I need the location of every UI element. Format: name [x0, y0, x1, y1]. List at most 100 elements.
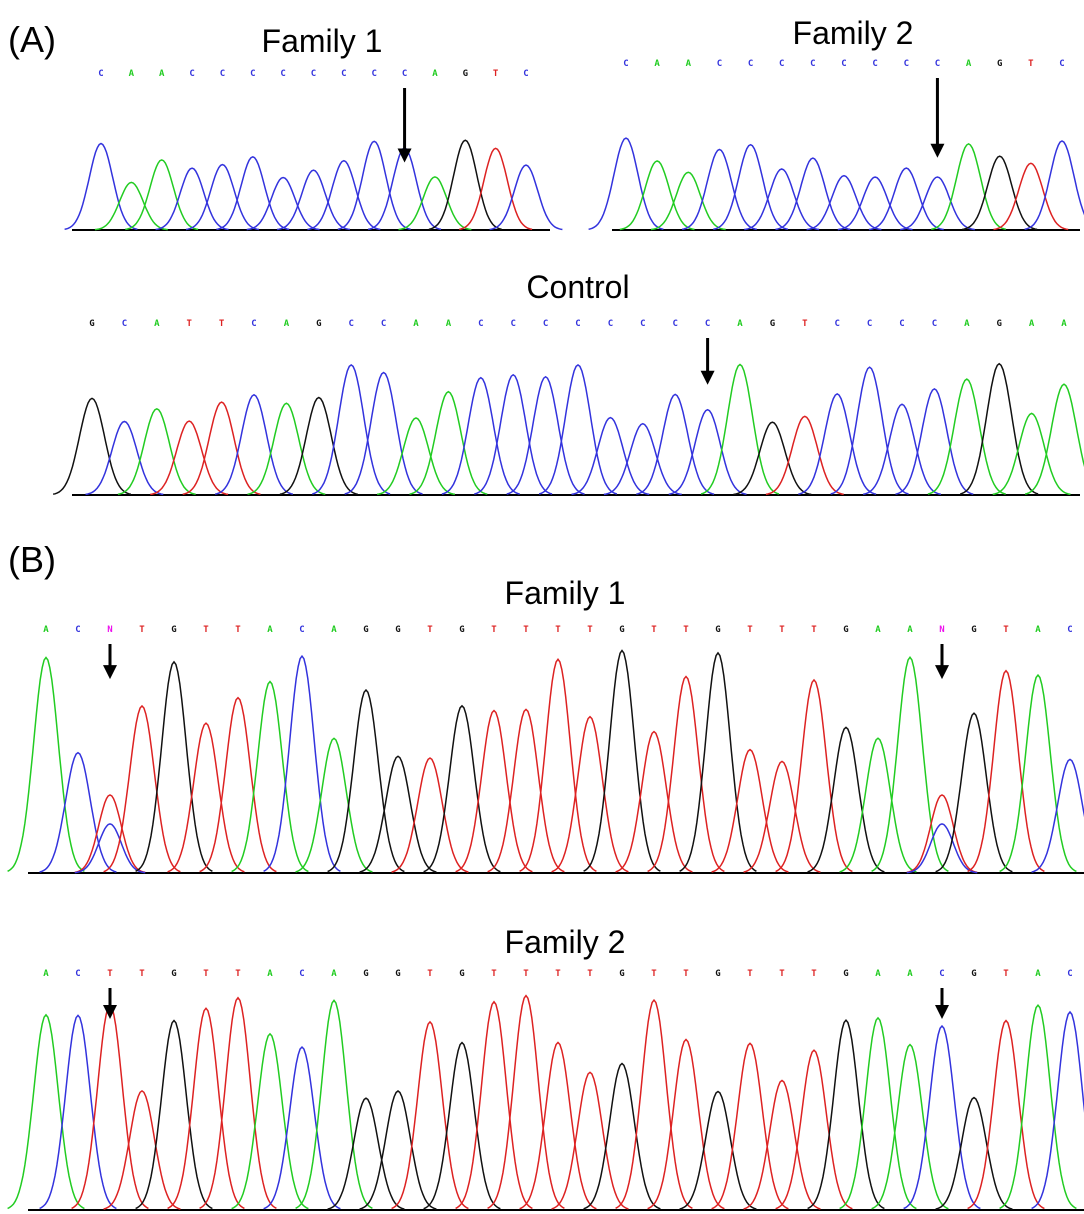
trace-peak	[604, 424, 682, 495]
base-call: C	[478, 319, 483, 329]
trace-peak	[264, 656, 341, 871]
base-call: T	[203, 969, 209, 979]
trace-peak	[807, 176, 882, 230]
trace-peak	[744, 761, 821, 872]
trace-peak	[328, 690, 405, 872]
base-call: C	[1059, 59, 1064, 69]
base-call: A	[875, 625, 881, 635]
trace-peak	[95, 182, 168, 229]
base-call: G	[843, 625, 848, 635]
base-call: C	[779, 59, 784, 69]
trace-peak	[1032, 1012, 1084, 1208]
base-call: C	[932, 319, 937, 329]
base-call: G	[171, 625, 176, 635]
base-call: T	[651, 969, 657, 979]
base-call: C	[939, 969, 944, 979]
base-call: T	[235, 969, 241, 979]
base-call: A	[284, 319, 290, 329]
base-call: T	[1003, 969, 1009, 979]
base-call: C	[299, 625, 304, 635]
base-call: C	[122, 319, 127, 329]
track-title: Family 2	[505, 924, 626, 960]
trace-peak	[936, 713, 1013, 872]
base-call: N	[107, 625, 112, 635]
trace-peak	[620, 161, 695, 230]
trace-peak	[456, 1002, 533, 1209]
base-call: A	[1029, 319, 1035, 329]
arrow-head	[935, 665, 949, 679]
panel-label: (B)	[8, 539, 56, 580]
arrow-head	[103, 665, 117, 679]
base-call: C	[872, 59, 877, 69]
base-call: A	[267, 625, 273, 635]
trace-peak	[328, 1098, 405, 1209]
trace-peak	[776, 1050, 853, 1209]
base-call: G	[715, 625, 720, 635]
trace-peak	[118, 409, 196, 495]
base-call: C	[510, 319, 515, 329]
base-call: A	[907, 625, 913, 635]
trace-peak	[307, 161, 380, 230]
base-call: C	[717, 59, 722, 69]
base-call: T	[811, 625, 817, 635]
base-call: G	[619, 625, 624, 635]
trace-peak	[552, 717, 629, 872]
trace-peak	[392, 758, 469, 872]
trace-peak	[838, 177, 913, 230]
base-call: T	[427, 969, 433, 979]
trace-peak	[507, 377, 585, 494]
trace-peak	[277, 170, 350, 229]
trace-peak	[1025, 141, 1084, 229]
base-call: C	[608, 319, 613, 329]
base-call: C	[280, 69, 285, 79]
trace-peak	[75, 795, 145, 872]
trace-peak	[968, 671, 1045, 872]
trace-peak	[993, 413, 1071, 494]
arrow-head	[935, 1005, 949, 1019]
trace-peak	[156, 168, 229, 229]
figure: (A) (B) Family 1 Family 2 Control Family…	[0, 0, 1084, 1214]
base-call: G	[89, 319, 94, 329]
trace-peak	[216, 157, 289, 230]
base-call: C	[935, 59, 940, 69]
base-call: A	[907, 969, 913, 979]
base-call: C	[899, 319, 904, 329]
trace-peak	[669, 410, 747, 495]
track-title: Family 1	[505, 575, 626, 611]
trace-peak	[104, 1091, 181, 1209]
base-call: T	[587, 625, 593, 635]
trace-peak	[136, 662, 213, 871]
trace-peak	[552, 1072, 629, 1209]
base-call: C	[623, 59, 628, 69]
trace-peak	[247, 178, 320, 230]
base-call: N	[939, 625, 944, 635]
trace-peak	[994, 163, 1069, 229]
trace-peak	[1025, 384, 1084, 494]
trace-peak	[1000, 675, 1077, 871]
base-call: T	[779, 625, 785, 635]
base-call: T	[651, 625, 657, 635]
base-call: G	[971, 969, 976, 979]
trace-peak	[40, 753, 117, 872]
base-call: C	[299, 969, 304, 979]
trace-peak	[863, 404, 941, 494]
base-call: C	[640, 319, 645, 329]
trace-peak	[744, 169, 819, 230]
trace-peak	[424, 706, 501, 872]
base-call: A	[875, 969, 881, 979]
base-call: G	[463, 69, 468, 79]
trace-peak	[136, 1021, 213, 1209]
trace-peak	[490, 165, 563, 229]
base-call: T	[555, 625, 561, 635]
base-call: A	[446, 319, 452, 329]
base-call: C	[311, 69, 316, 79]
base-call: C	[341, 69, 346, 79]
base-call: T	[493, 69, 499, 79]
trace-peak	[442, 378, 520, 494]
base-call: C	[575, 319, 580, 329]
base-call: C	[402, 69, 407, 79]
base-call: C	[1067, 625, 1072, 635]
trace-peak	[248, 403, 326, 494]
base-call: T	[1003, 625, 1009, 635]
trace-peak	[150, 421, 228, 494]
